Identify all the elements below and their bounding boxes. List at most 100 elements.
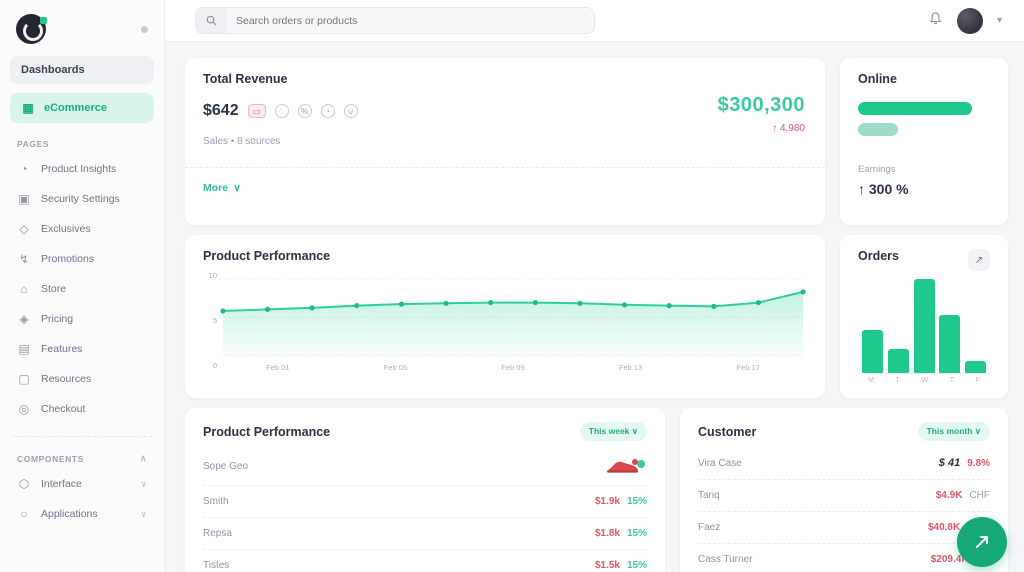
app-logo[interactable] — [16, 14, 47, 44]
product-row[interactable]: Tistes $1.5k 15% — [203, 549, 647, 572]
total-revenue-card: Total Revenue $642 ▭ ◌ % ◔ ∪ Sales • 8 s… — [185, 58, 825, 225]
customer-percent: 9.8% — [967, 458, 990, 469]
x-axis-label: Feb 13 — [618, 363, 643, 372]
percent-icon: % — [297, 104, 312, 118]
y-axis-tick: 5 — [212, 316, 217, 325]
customer-value: $40.8K — [927, 522, 961, 533]
sidebar-collapse-dot[interactable] — [141, 25, 148, 33]
chart-icon: ◔ — [20, 162, 28, 176]
product-row[interactable]: Repsa $1.8k 15% — [203, 517, 647, 549]
sidebar-item-checkout[interactable]: ◎ Checkout — [10, 394, 154, 424]
chevron-down-icon: ∨ — [140, 508, 147, 519]
topbar: ▾ — [165, 0, 1024, 42]
sidebar-section-pages: Pages — [17, 139, 50, 149]
sidebar-group-interface[interactable]: ⬡ Interface ∨ — [10, 469, 154, 499]
sidebar-item-features[interactable]: ▤ Features — [10, 334, 154, 364]
card-title: Online — [858, 72, 897, 86]
x-axis-label: Feb 01 — [266, 363, 290, 372]
product-row[interactable]: Sope Geo — [203, 447, 647, 485]
divider — [185, 167, 825, 168]
product-value: $1.9k — [594, 496, 620, 507]
card-title: Orders — [858, 249, 899, 263]
customer-list-card: Customer This month ∨ Vira Case $ 41 9.8… — [680, 408, 1008, 572]
data-point — [488, 299, 494, 306]
sidebar-item-exclusives[interactable]: ◇ Exclusives — [10, 214, 154, 244]
customer-row[interactable]: Cass Turner $209.4K 7% — [698, 543, 990, 572]
nav-label: Checkout — [41, 403, 86, 415]
customer-value: $209.4K — [930, 554, 969, 565]
active-item-label: eCommerce — [44, 102, 107, 114]
user-avatar[interactable] — [956, 7, 983, 34]
data-point — [800, 289, 806, 295]
sidebar-group-applications[interactable]: ○ Applications ∨ — [10, 499, 154, 529]
chevron-down-icon[interactable]: ▾ — [996, 15, 1002, 26]
store-icon: ⌂ — [20, 282, 28, 296]
sidebar-item-promotions[interactable]: ↯ Promotions — [10, 244, 154, 274]
bar-x-label: T — [949, 377, 955, 384]
bell-icon[interactable] — [928, 11, 943, 31]
data-point — [398, 301, 404, 307]
x-axis-labels: Feb 01 Feb 05 Feb 09 Feb 13 Feb 17 — [219, 363, 807, 372]
chevron-down-icon: ∨ — [233, 182, 241, 194]
online-metric-label: Earnings — [858, 164, 896, 175]
online-metric-value: ↑ 300 % — [858, 181, 909, 197]
sidebar-item-security-settings[interactable]: ▣ Security Settings — [10, 184, 154, 214]
search-input[interactable] — [226, 14, 594, 27]
search-icon — [196, 8, 226, 33]
nav-label: Promotions — [41, 253, 95, 265]
user-icon: ∪ — [343, 104, 358, 118]
sidebar-item-store[interactable]: ⌂ Store — [10, 274, 154, 304]
main-area: ▾ Total Revenue $642 ▭ ◌ % ◔ ∪ Sales • 8… — [165, 0, 1024, 572]
data-point — [755, 299, 762, 306]
order-bar — [939, 315, 961, 373]
nav-label: Exclusives — [41, 223, 91, 235]
product-percent: 15% — [626, 560, 647, 571]
users-icon: ◎ — [18, 402, 30, 416]
product-value: $1.5k — [594, 560, 620, 571]
online-bar-primary — [858, 102, 972, 115]
data-point — [220, 308, 226, 314]
bar-x-label: F — [975, 377, 980, 384]
dashboards-label: Dashboards — [21, 64, 85, 76]
card-title: Product Performance — [203, 424, 331, 439]
sidebar-item-pricing[interactable]: ◈ Pricing — [10, 304, 154, 334]
more-link[interactable]: More ∨ — [203, 182, 241, 194]
circle-icon: ◌ — [274, 104, 289, 118]
sidebar-dashboards-box[interactable]: Dashboards — [10, 56, 154, 84]
customer-row[interactable]: Vira Case $ 41 9.8% — [698, 457, 990, 469]
layers-icon: ▤ — [18, 342, 30, 356]
bar-chart — [858, 271, 990, 374]
sidebar-header — [10, 12, 154, 56]
gem-icon: ◇ — [19, 222, 29, 236]
order-bar — [965, 361, 986, 373]
product-value: $1.8k — [594, 528, 620, 539]
customer-percent: CHF — [969, 490, 990, 501]
fab-send-button[interactable] — [957, 517, 1007, 567]
chevron-down-icon: ∨ — [140, 478, 147, 489]
sidebar-item-product-insights[interactable]: ◔ Product Insights — [10, 154, 154, 184]
customer-row[interactable]: Faez $40.8K 1.5% — [698, 511, 990, 543]
period-badge[interactable]: This month ∨ — [917, 422, 990, 441]
nav-label: Store — [41, 283, 67, 295]
shield-icon: ▣ — [18, 192, 30, 206]
area-chart — [219, 278, 807, 359]
revenue-delta: ↑ 4,980 — [772, 123, 805, 134]
sidebar-section-components: Components ∧ — [17, 453, 147, 464]
product-percent: 15% — [626, 528, 647, 539]
online-bar-secondary — [858, 123, 898, 136]
product-row[interactable]: Smith $1.9k 15% — [203, 485, 647, 517]
nav-label: Applications — [41, 508, 98, 520]
search-bar[interactable] — [195, 7, 595, 34]
nav-label: Pricing — [41, 313, 74, 325]
sidebar-item-ecommerce-active[interactable]: ▦ eCommerce — [10, 93, 154, 123]
online-card: Online Earnings ↑ 300 % — [840, 58, 1008, 225]
trend-up-icon-button[interactable]: ↗ — [968, 249, 990, 271]
product-percent: 15% — [626, 496, 647, 507]
chevron-up-icon[interactable]: ∧ — [139, 453, 147, 463]
customer-row[interactable]: Tariq $4.9K CHF — [698, 479, 990, 511]
card-title: Total Revenue — [203, 72, 288, 86]
sidebar-item-resources[interactable]: ▢ Resources — [10, 364, 154, 394]
period-badge[interactable]: This week ∨ — [579, 422, 647, 441]
box-icon: ⬡ — [18, 477, 30, 491]
data-point — [577, 300, 583, 306]
